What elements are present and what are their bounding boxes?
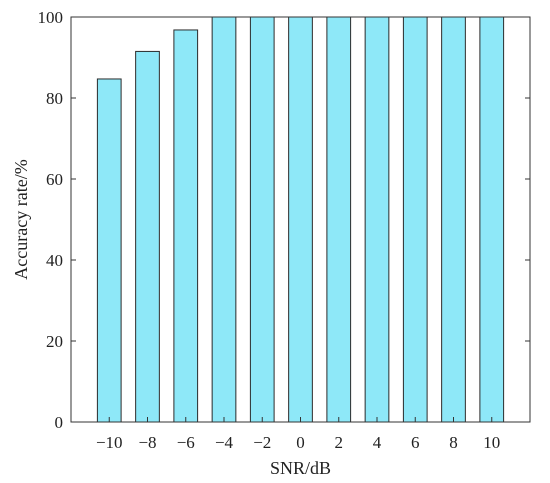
bar xyxy=(364,16,390,423)
bar xyxy=(249,16,275,423)
bar xyxy=(173,29,199,423)
x-tick-label: −8 xyxy=(138,433,156,452)
y-tick-label: 80 xyxy=(46,89,63,108)
x-tick-label: 4 xyxy=(373,433,382,452)
x-tick-label: −2 xyxy=(253,433,271,452)
y-tick-label: 20 xyxy=(46,332,63,351)
y-axis: 0 20 40 60 80 100 xyxy=(38,8,530,432)
bar xyxy=(135,50,160,423)
x-tick-label: 2 xyxy=(335,433,344,452)
x-tick-label: −6 xyxy=(177,433,195,452)
x-tick-label: 8 xyxy=(449,433,458,452)
y-tick-label: 0 xyxy=(55,413,64,432)
bar xyxy=(479,16,505,423)
x-tick-label: 6 xyxy=(411,433,420,452)
x-tick-label: −10 xyxy=(96,433,123,452)
bar xyxy=(441,16,466,423)
bar xyxy=(402,16,428,423)
bar xyxy=(288,16,313,423)
bar xyxy=(211,16,237,423)
x-tick-label: 10 xyxy=(483,433,500,452)
y-tick-label: 60 xyxy=(46,170,63,189)
x-axis-label: SNR/dB xyxy=(270,458,331,478)
bar-group xyxy=(96,16,505,423)
bar xyxy=(326,16,352,423)
bar xyxy=(96,78,122,423)
y-axis-label: Accuracy rate/% xyxy=(11,159,31,279)
x-axis: −10 −8 −6 −4 −2 0 2 4 6 8 10 xyxy=(96,417,500,452)
y-tick-label: 100 xyxy=(38,8,64,27)
y-tick-label: 40 xyxy=(46,251,63,270)
x-tick-label: −4 xyxy=(215,433,234,452)
x-tick-label: 0 xyxy=(296,433,305,452)
